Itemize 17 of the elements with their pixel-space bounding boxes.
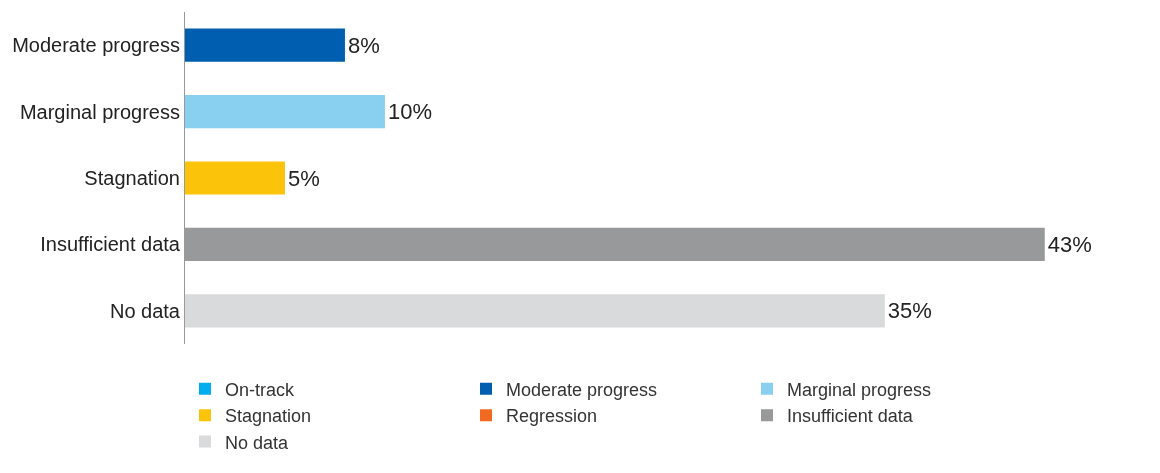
- y-tick-label: Insufficient data: [40, 233, 181, 256]
- y-tick-label: Moderate progress: [12, 34, 180, 57]
- data-label: 35%: [887, 298, 932, 324]
- legend-label: Regression: [506, 406, 598, 427]
- legend-label: Stagnation: [225, 406, 312, 427]
- legend-label: Marginal progress: [787, 379, 932, 400]
- data-label: 5%: [287, 165, 320, 191]
- legend-label: On-track: [225, 379, 296, 400]
- legend-label: Insufficient data: [787, 406, 914, 427]
- y-tick-label: Stagnation: [84, 167, 180, 189]
- data-label: 8%: [347, 32, 380, 58]
- legend-label: No data: [225, 432, 290, 453]
- legend-label: Moderate progress: [506, 379, 658, 400]
- data-label: 43%: [1047, 231, 1092, 257]
- data-label: 10%: [387, 99, 432, 125]
- y-tick-label: Marginal progress: [19, 100, 180, 123]
- y-tick-label: No data: [109, 299, 181, 322]
